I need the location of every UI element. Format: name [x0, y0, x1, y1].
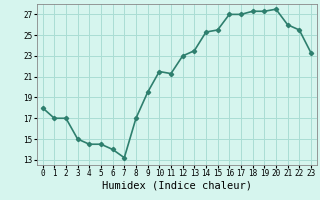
X-axis label: Humidex (Indice chaleur): Humidex (Indice chaleur) — [102, 181, 252, 191]
